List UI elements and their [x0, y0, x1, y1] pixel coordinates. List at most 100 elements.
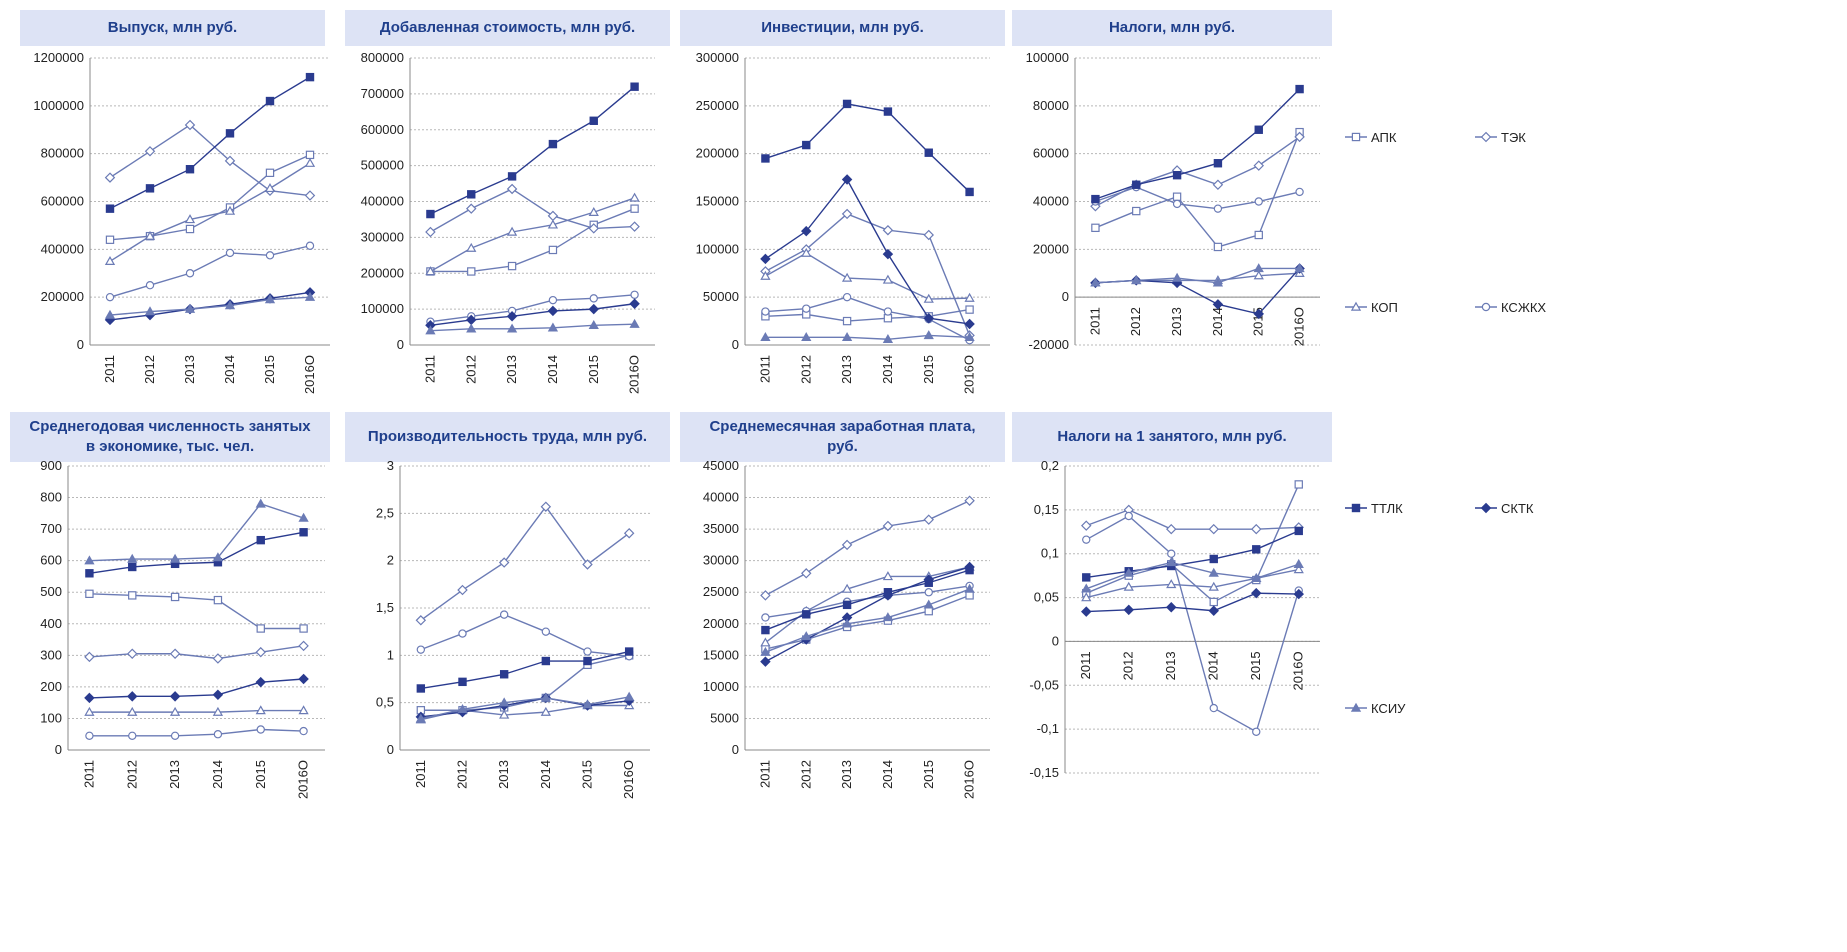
data-point	[588, 303, 599, 315]
data-point	[883, 307, 893, 316]
data-point	[499, 697, 510, 707]
chart-panel: -20000 0 20000 40000 60000 80000 100000 2011 201…	[1026, 50, 1320, 352]
y-tick-label: 0,05	[1034, 590, 1059, 605]
series-line-6	[765, 178, 970, 325]
chart-title: Производительность труда, млн руб.	[345, 412, 670, 462]
data-point	[1254, 230, 1263, 240]
data-point	[1213, 159, 1223, 168]
y-tick-label: -20000	[1029, 337, 1069, 352]
y-tick-label: 15000	[703, 647, 739, 662]
data-point	[255, 705, 266, 715]
data-point	[1166, 557, 1177, 567]
x-tick-label: 2016О	[621, 760, 636, 799]
data-point	[255, 498, 266, 508]
data-point	[299, 624, 308, 633]
data-point	[255, 676, 266, 688]
data-point	[588, 319, 599, 329]
data-point	[1254, 197, 1263, 206]
y-tick-label: 40000	[1033, 194, 1069, 209]
data-point	[256, 535, 265, 545]
x-tick-label: 2016О	[627, 355, 642, 394]
y-tick-label: -0,05	[1029, 677, 1059, 692]
data-point	[1208, 567, 1219, 577]
data-point	[547, 210, 559, 222]
data-point	[882, 333, 894, 343]
data-point	[212, 552, 224, 562]
data-point	[1081, 606, 1092, 617]
y-tick-label: 30000	[703, 553, 739, 568]
chart-title: Добавленная стоимость, млн руб.	[345, 10, 670, 46]
legend-marker	[1481, 302, 1491, 312]
y-tick-label: 35000	[703, 521, 739, 536]
data-point	[305, 72, 315, 82]
data-point	[458, 629, 467, 638]
series-line-7	[1086, 561, 1299, 590]
data-point	[1252, 545, 1261, 554]
legend-item: КСИУ	[1345, 701, 1406, 716]
data-point	[1082, 535, 1091, 544]
data-point	[256, 725, 265, 734]
data-point	[1081, 520, 1092, 531]
series-line-1	[1085, 484, 1300, 603]
x-tick-label: 2014	[538, 760, 553, 789]
data-point	[1294, 263, 1305, 273]
y-tick-label: 800000	[41, 146, 84, 161]
legend-marker	[1350, 301, 1362, 311]
y-tick-label: 800	[40, 490, 62, 505]
data-point	[882, 612, 894, 622]
series-line-7	[430, 323, 635, 332]
data-point	[224, 205, 236, 215]
data-point	[457, 703, 468, 713]
data-point	[212, 706, 224, 716]
x-tick-label: 2013	[839, 355, 854, 384]
data-point	[629, 298, 640, 309]
x-tick-label: 2015	[253, 760, 268, 789]
series-line-6	[89, 678, 304, 699]
series-line-2	[1095, 136, 1300, 207]
data-point	[255, 646, 266, 658]
data-point	[213, 595, 223, 605]
data-point	[298, 512, 309, 522]
data-point	[1124, 511, 1133, 521]
legend-marker	[1480, 502, 1492, 514]
legend-label: СКТК	[1501, 501, 1534, 516]
data-point	[304, 291, 316, 301]
data-point	[426, 209, 435, 219]
data-point	[630, 290, 639, 299]
data-point	[760, 270, 771, 280]
chart-panel: -0,15 -0,1 -0,05 0 0,05 0,1 0,15 0,2 2011 2012 201…	[1029, 458, 1320, 780]
y-tick-label: 40000	[703, 490, 739, 505]
data-point	[144, 306, 156, 316]
data-point	[184, 303, 196, 313]
y-tick-label: 50000	[703, 289, 739, 304]
y-tick-label: 0	[1062, 289, 1069, 304]
data-point	[1254, 125, 1263, 134]
data-point	[541, 656, 551, 666]
data-point	[923, 599, 934, 609]
data-point	[1293, 564, 1304, 574]
data-point	[305, 241, 315, 250]
data-point	[588, 206, 599, 216]
y-tick-label: 400000	[41, 241, 84, 256]
data-point	[298, 705, 309, 715]
series-line-2	[430, 188, 635, 233]
x-tick-label: 2016О	[962, 355, 977, 394]
series-line-4	[765, 585, 970, 619]
data-point	[498, 557, 510, 568]
data-point	[265, 96, 275, 106]
data-point	[128, 731, 137, 741]
data-point	[457, 584, 468, 596]
data-point	[1252, 727, 1261, 736]
data-point	[964, 495, 975, 506]
data-point	[1172, 170, 1182, 180]
series-line-3	[109, 162, 311, 262]
x-tick-label: 2015	[262, 355, 277, 384]
data-point	[184, 119, 196, 131]
data-point	[1132, 180, 1141, 189]
series-line-4	[1085, 515, 1300, 733]
y-tick-label: 400000	[361, 194, 404, 209]
y-tick-label: 800000	[361, 50, 404, 65]
data-point	[212, 653, 224, 664]
data-point	[85, 731, 94, 741]
